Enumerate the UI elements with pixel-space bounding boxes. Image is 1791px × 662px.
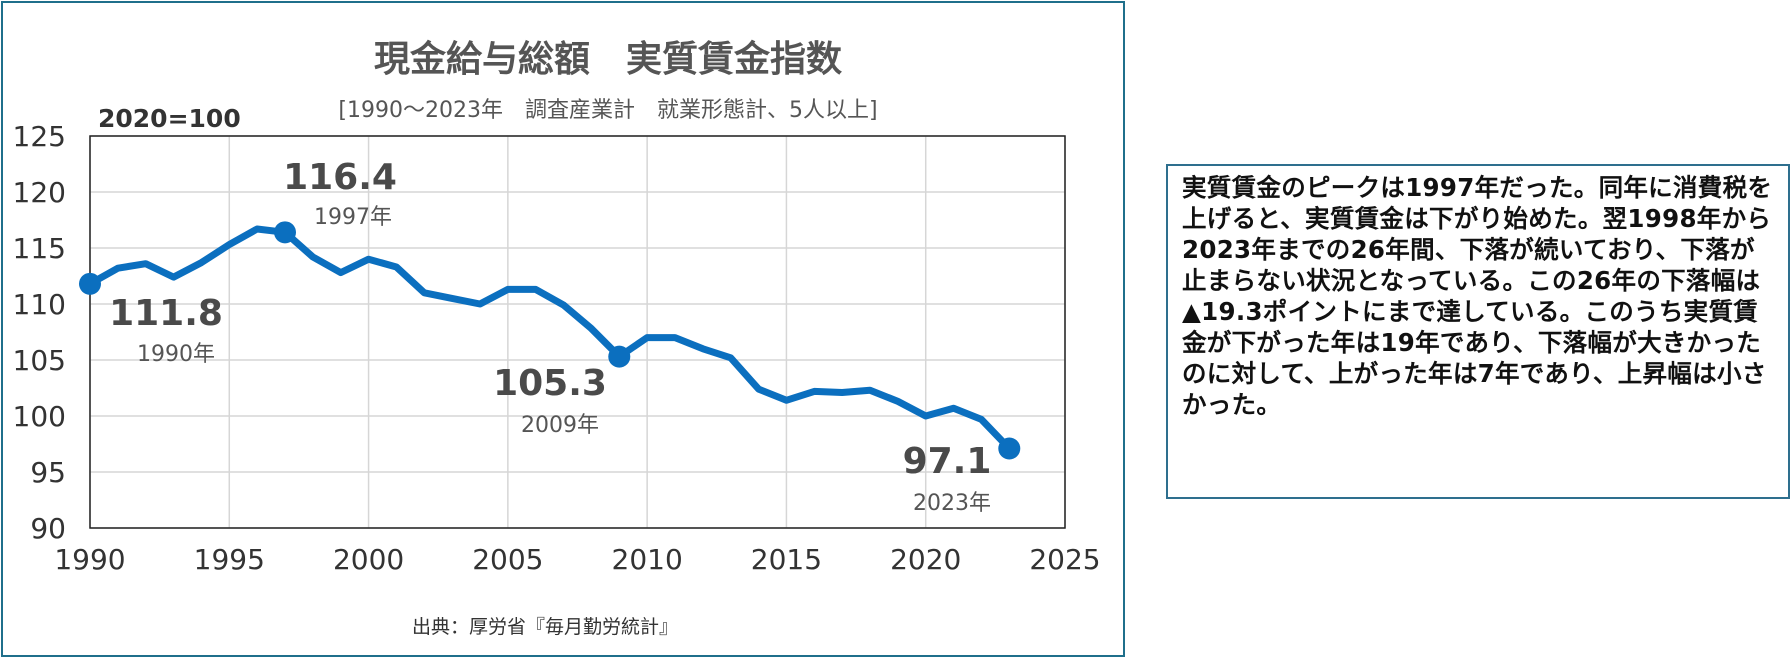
highlight-value: 97.1 [903, 441, 992, 482]
highlight-value: 111.8 [109, 293, 223, 334]
x-tick-label: 2010 [612, 543, 683, 576]
plot-border [89, 135, 1066, 529]
line-chart: 現金給与総額 実質賃金指数 [1990～2023年 調査産業計 就業形態計、5人… [13, 38, 1101, 638]
highlight-year: 2009年 [521, 413, 599, 438]
highlight-value: 116.4 [283, 157, 397, 198]
chart-frame: 現金給与総額 実質賃金指数 [1990～2023年 調査産業計 就業形態計、5人… [1, 1, 1125, 657]
highlight-year: 1997年 [314, 205, 392, 230]
x-tick-label: 2025 [1029, 543, 1100, 576]
y-tick-label: 100 [13, 400, 66, 433]
highlight-value: 105.3 [493, 363, 607, 404]
highlight-point [998, 437, 1021, 460]
x-tick-label: 2015 [751, 543, 822, 576]
y-tick-label: 120 [13, 176, 66, 209]
highlight-point [79, 272, 101, 295]
chart-title: 現金給与総額 実質賃金指数 [374, 38, 842, 80]
highlight-point [608, 345, 631, 368]
highlight-year: 1990年 [137, 342, 215, 367]
highlight-labels: 111.8 1990年 116.4 1997年 105.3 2009年 97.1 2023年 [79, 157, 1021, 516]
axis-ticks: 1990 1995 2000 2005 2010 2015 2020 2025 90 95 100 1… [13, 120, 1101, 576]
x-tick-label: 2000 [333, 543, 404, 576]
y-tick-label: 95 [30, 456, 66, 489]
highlight-point [274, 221, 296, 244]
grid [89, 135, 1066, 529]
commentary-text: 実質賃金のピークは1997年だった。同年に消費税を上げると、実質賃金は下がり始め… [1182, 173, 1773, 419]
y-tick-label: 90 [30, 512, 66, 545]
x-tick-label: 1995 [194, 543, 265, 576]
y-tick-label: 115 [13, 232, 66, 265]
highlight-year: 2023年 [913, 491, 991, 516]
commentary-box: 実質賃金のピークは1997年だった。同年に消費税を上げると、実質賃金は下がり始め… [1166, 164, 1790, 499]
y-tick-label: 125 [13, 120, 66, 153]
chart-subtitle: [1990～2023年 調査産業計 就業形態計、5人以上] [338, 98, 877, 123]
y-tick-label: 105 [13, 344, 66, 377]
series-line [86, 225, 1013, 452]
y-tick-label: 110 [13, 288, 66, 321]
base-label: 2020=100 [98, 104, 241, 133]
x-tick-label: 1990 [54, 543, 125, 576]
x-tick-label: 2005 [472, 543, 543, 576]
source-note: 出典：厚労省『毎月勤労統計』 [412, 616, 678, 638]
series-layer [86, 225, 1013, 452]
x-tick-label: 2020 [890, 543, 961, 576]
